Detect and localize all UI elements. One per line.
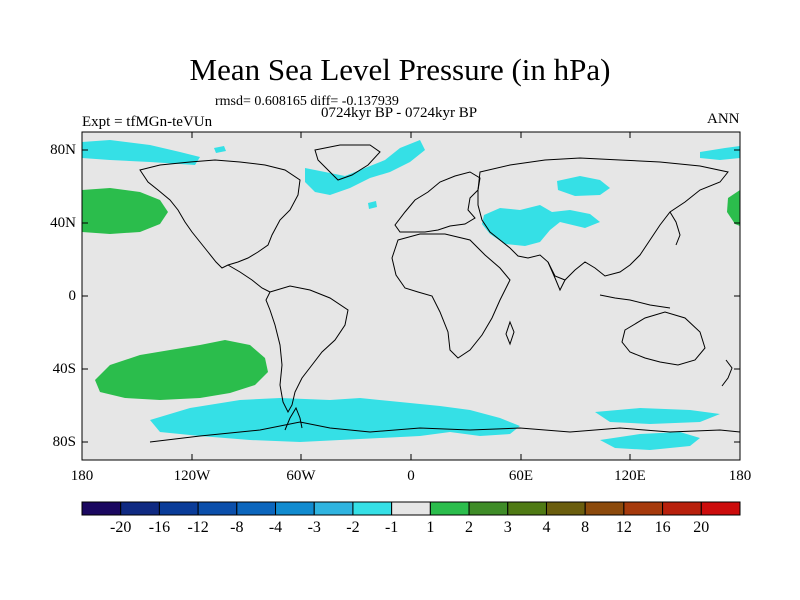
coast-antarctic-peninsula xyxy=(284,406,303,431)
coast-new-zealand xyxy=(721,359,733,387)
coast-north-america xyxy=(139,159,301,269)
lat-label-80s: 80S xyxy=(52,434,76,450)
colorbar-tick-label: -4 xyxy=(268,519,283,536)
map-title: Mean Sea Level Pressure (in hPa) xyxy=(189,52,611,87)
asia-cyan-patch xyxy=(482,205,600,246)
negative-anomaly-regions xyxy=(82,140,740,450)
lat-label-40n: 40N xyxy=(50,215,76,231)
coast-australia xyxy=(621,311,706,366)
arctic-cyan-patch-west xyxy=(82,140,200,165)
lon-label-180w: 180 xyxy=(70,468,94,484)
lon-label-180e: 180 xyxy=(728,468,752,484)
colorbar-tick-label: 20 xyxy=(693,519,710,536)
colorbar-box xyxy=(468,501,509,516)
colorbar-box xyxy=(429,501,470,516)
lat-label-40s: 40S xyxy=(52,361,76,377)
coast-antarctica xyxy=(149,421,741,443)
north-pacific-green-patch-east xyxy=(727,190,740,226)
colorbar-box xyxy=(700,501,741,516)
colorbar-tick-label: 2 xyxy=(465,519,474,536)
lat-label-0: 0 xyxy=(68,288,77,304)
southern-ocean-cyan-band xyxy=(150,398,520,442)
colorbar-tick-label: 3 xyxy=(503,519,512,536)
stats-line: rmsd= 0.608165 diff= -0.137939 xyxy=(215,94,399,109)
lon-ticks xyxy=(81,132,741,460)
atlantic-cyan-dot xyxy=(368,201,377,209)
southern-ocean-cyan-east-1 xyxy=(595,408,720,424)
lat-label-80n: 80N xyxy=(50,142,76,158)
lon-label-60e: 60E xyxy=(508,468,534,484)
lon-label-0: 0 xyxy=(407,468,415,484)
colorbar-tick-label: 4 xyxy=(542,519,551,536)
positive-anomaly-regions xyxy=(82,188,740,400)
lon-label-120w: 120W xyxy=(173,468,211,484)
colorbar-tick-label: -20 xyxy=(110,519,132,536)
southern-ocean-cyan-east-2 xyxy=(600,432,700,450)
arctic-cyan-patch-small xyxy=(214,146,226,153)
colorbar-tick-label: 12 xyxy=(615,519,632,536)
coast-europe xyxy=(394,171,481,233)
colorbar xyxy=(81,501,741,516)
south-pacific-green-patch xyxy=(95,340,268,400)
coastlines xyxy=(139,144,741,443)
colorbar-box xyxy=(120,501,160,516)
colorbar-box xyxy=(584,501,625,516)
period-label: 0724kyr BP - 0724kyr BP xyxy=(321,105,478,121)
colorbar-tick-label: -8 xyxy=(230,519,244,536)
colorbar-box xyxy=(545,501,586,516)
coast-south-america xyxy=(265,285,349,414)
colorbar-box xyxy=(352,501,393,516)
coast-madagascar xyxy=(505,320,515,346)
coast-indonesia xyxy=(599,294,671,309)
colorbar-box xyxy=(507,501,547,516)
arctic-cyan-patch-east xyxy=(700,146,740,160)
experiment-label: Expt = tfMGn-teVUn xyxy=(82,114,213,130)
coast-india xyxy=(547,261,566,292)
colorbar-tick-label: -1 xyxy=(384,519,399,536)
lon-label-60w: 60W xyxy=(286,468,316,484)
lat-ticks xyxy=(82,149,740,443)
lon-label-120e: 120E xyxy=(614,468,646,484)
colorbar-tick-label: -12 xyxy=(187,519,209,536)
coast-asia xyxy=(477,157,729,281)
colorbar-box xyxy=(81,501,122,516)
colorbar-tick-label: -2 xyxy=(346,519,360,536)
colorbar-box xyxy=(236,501,277,516)
colorbar-box xyxy=(158,501,199,516)
colorbar-box xyxy=(623,501,664,516)
colorbar-tick-label: 1 xyxy=(426,519,435,536)
north-pacific-green-patch xyxy=(82,188,168,234)
coast-greenland xyxy=(314,144,381,181)
colorbar-box xyxy=(662,501,702,516)
coast-japan xyxy=(669,211,681,246)
colorbar-box xyxy=(391,501,431,516)
colorbar-box xyxy=(197,501,238,516)
colorbar-tick-label: 8 xyxy=(581,519,590,536)
colorbar-tick-label: -3 xyxy=(307,519,321,536)
coast-central-america xyxy=(227,264,271,293)
coast-africa xyxy=(391,233,511,359)
siberia-cyan-patch xyxy=(557,176,610,196)
colorbar-tick-label: 16 xyxy=(654,519,671,536)
colorbar-box xyxy=(313,501,354,516)
arctic-cyan-patch-greenland xyxy=(305,140,425,195)
season-label: ANN xyxy=(707,111,740,127)
colorbar-box xyxy=(275,501,315,516)
colorbar-tick-label: -16 xyxy=(148,519,171,536)
